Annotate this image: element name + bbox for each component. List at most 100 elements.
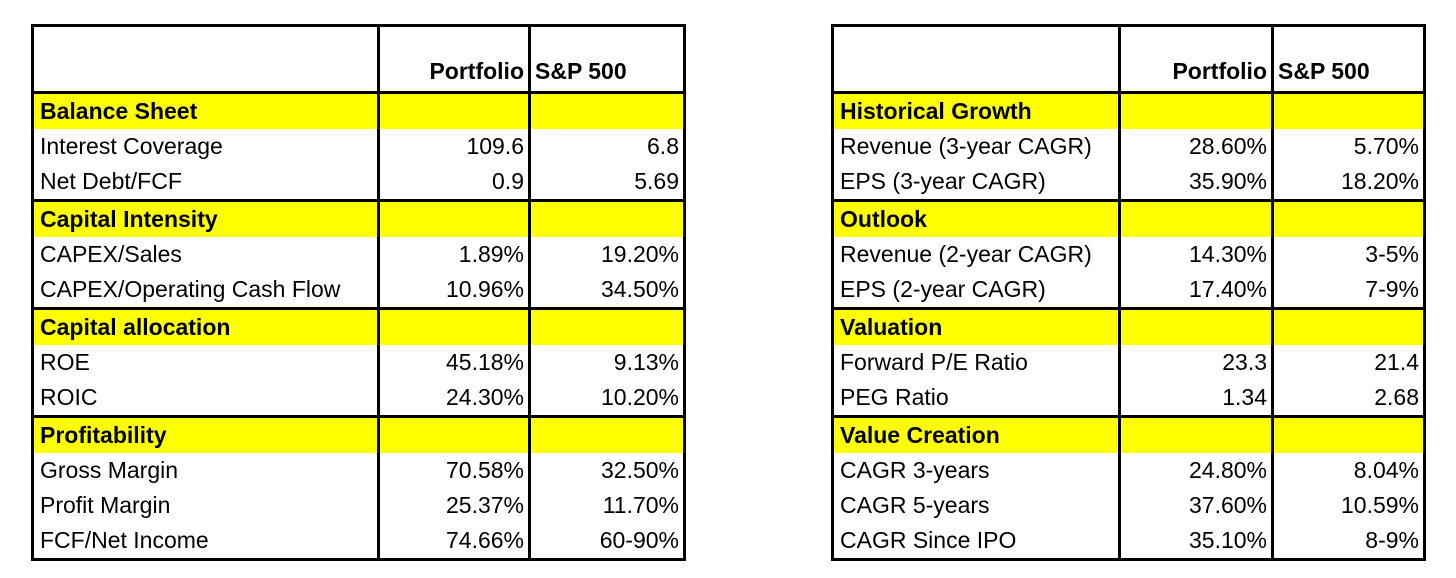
- section-title: Profitability: [32, 415, 380, 453]
- header-blank-cell: [32, 25, 380, 93]
- section-highlight-cell: [1272, 415, 1425, 453]
- section-title: Balance Sheet: [32, 91, 380, 129]
- table-row: EPS (3-year CAGR) 35.90% 18.20%: [832, 164, 1425, 201]
- section-highlight-cell: [1119, 415, 1274, 453]
- portfolio-value: 74.66%: [378, 523, 531, 560]
- metric-label: CAGR 3-years: [832, 453, 1121, 488]
- table-row: CAGR 5-years 37.60% 10.59%: [832, 488, 1425, 523]
- section-title: Historical Growth: [832, 91, 1121, 129]
- section-header-row: Capital Intensity: [32, 199, 685, 237]
- portfolio-value: 1.89%: [378, 237, 531, 272]
- sp500-value: 5.69: [634, 168, 679, 194]
- section-highlight-cell: [378, 307, 531, 345]
- section-highlight-cell: [529, 91, 685, 129]
- section-highlight-cell: [1272, 307, 1425, 345]
- portfolio-value: 23.3: [1119, 345, 1274, 380]
- table-row: CAGR 3-years 24.80% 8.04%: [832, 453, 1425, 488]
- metric-label: Net Debt/FCF: [32, 164, 380, 201]
- section-header-row: Capital allocation: [32, 307, 685, 345]
- sp500-value: 6.8: [647, 133, 679, 159]
- sp500-value: 7-9%: [1365, 276, 1419, 302]
- section-highlight-cell: [529, 307, 685, 345]
- metric-label: Revenue (2-year CAGR): [832, 237, 1121, 272]
- portfolio-value: 109.6: [378, 129, 531, 164]
- metric-label: CAGR 5-years: [832, 488, 1121, 523]
- sp500-value: 21.4: [1374, 349, 1419, 375]
- sp500-value: 9.13%: [613, 349, 679, 375]
- sp500-value: 8.04%: [1353, 457, 1419, 483]
- metric-label: EPS (3-year CAGR): [832, 164, 1121, 201]
- table-row: Gross Margin 70.58% 32.50%: [32, 453, 685, 488]
- header-portfolio: Portfolio: [1119, 25, 1274, 93]
- sp500-value: 18.20%: [1340, 168, 1419, 194]
- section-highlight-cell: [529, 199, 685, 237]
- sp500-value: 19.20%: [600, 241, 679, 267]
- section-highlight-cell: [1119, 307, 1274, 345]
- metric-label: EPS (2-year CAGR): [832, 272, 1121, 309]
- section-highlight-cell: [378, 91, 531, 129]
- left-metrics-table: Portfolio S&P 500 Balance Sheet Interest Co…: [31, 24, 686, 561]
- section-title: Capital allocation: [32, 307, 380, 345]
- portfolio-value: 14.30%: [1119, 237, 1274, 272]
- metric-label: Interest Coverage: [32, 129, 380, 164]
- section-highlight-cell: [529, 415, 685, 453]
- table-row: Profit Margin 25.37% 11.70%: [32, 488, 685, 523]
- table-row: FCF/Net Income 74.66% 60-90%: [32, 523, 685, 560]
- header-sp500: S&P 500: [535, 58, 627, 84]
- table-row: ROE 45.18% 9.13%: [32, 345, 685, 380]
- section-highlight-cell: [1119, 199, 1274, 237]
- portfolio-value: 70.58%: [378, 453, 531, 488]
- sp500-value: 5.70%: [1353, 133, 1419, 159]
- section-highlight-cell: [1272, 199, 1425, 237]
- sp500-value: 2.68: [1374, 384, 1419, 410]
- section-header-row: Outlook: [832, 199, 1425, 237]
- table-row: Revenue (3-year CAGR) 28.60% 5.70%: [832, 129, 1425, 164]
- header-row: Portfolio S&P 500: [832, 25, 1425, 93]
- sp500-value: 8-9%: [1365, 527, 1419, 553]
- section-title: Valuation: [832, 307, 1121, 345]
- portfolio-value: 0.9: [378, 164, 531, 201]
- metric-label: Gross Margin: [32, 453, 380, 488]
- metric-label: CAPEX/Sales: [32, 237, 380, 272]
- table-row: CAPEX/Sales 1.89% 19.20%: [32, 237, 685, 272]
- section-highlight-cell: [378, 415, 531, 453]
- portfolio-value: 1.34: [1119, 380, 1274, 417]
- table-row: Forward P/E Ratio 23.3 21.4: [832, 345, 1425, 380]
- right-metrics-table: Portfolio S&P 500 Historical Growth Revenue…: [831, 24, 1426, 561]
- section-header-row: Profitability: [32, 415, 685, 453]
- header-portfolio: Portfolio: [378, 25, 531, 93]
- portfolio-value: 37.60%: [1119, 488, 1274, 523]
- sp500-value: 34.50%: [600, 276, 679, 302]
- header-row: Portfolio S&P 500: [32, 25, 685, 93]
- table-row: Net Debt/FCF 0.9 5.69: [32, 164, 685, 201]
- metric-label: ROE: [32, 345, 380, 380]
- portfolio-value: 35.10%: [1119, 523, 1274, 560]
- section-title: Value Creation: [832, 415, 1121, 453]
- section-highlight-cell: [1272, 91, 1425, 129]
- header-sp500: S&P 500: [1278, 58, 1370, 84]
- table-row: PEG Ratio 1.34 2.68: [832, 380, 1425, 417]
- section-header-row: Balance Sheet: [32, 91, 685, 129]
- section-highlight-cell: [378, 199, 531, 237]
- left-table-body: Portfolio S&P 500 Balance Sheet Interest Co…: [32, 25, 685, 560]
- sp500-value: 3-5%: [1365, 241, 1419, 267]
- metric-label: Revenue (3-year CAGR): [832, 129, 1121, 164]
- right-table-body: Portfolio S&P 500 Historical Growth Revenue…: [832, 25, 1425, 560]
- sp500-value: 11.70%: [602, 492, 679, 518]
- portfolio-value: 24.30%: [378, 380, 531, 417]
- portfolio-value: 45.18%: [378, 345, 531, 380]
- portfolio-value: 17.40%: [1119, 272, 1274, 309]
- section-header-row: Value Creation: [832, 415, 1425, 453]
- table-row: Interest Coverage 109.6 6.8: [32, 129, 685, 164]
- metric-label: CAPEX/Operating Cash Flow: [32, 272, 380, 309]
- table-row: ROIC 24.30% 10.20%: [32, 380, 685, 417]
- metric-label: CAGR Since IPO: [832, 523, 1121, 560]
- metric-label: Forward P/E Ratio: [832, 345, 1121, 380]
- table-row: CAPEX/Operating Cash Flow 10.96% 34.50%: [32, 272, 685, 309]
- portfolio-value: 28.60%: [1119, 129, 1274, 164]
- table-row: Revenue (2-year CAGR) 14.30% 3-5%: [832, 237, 1425, 272]
- section-title: Capital Intensity: [32, 199, 380, 237]
- portfolio-value: 35.90%: [1119, 164, 1274, 201]
- sp500-value: 32.50%: [600, 457, 679, 483]
- sp500-value: 10.59%: [1340, 492, 1419, 518]
